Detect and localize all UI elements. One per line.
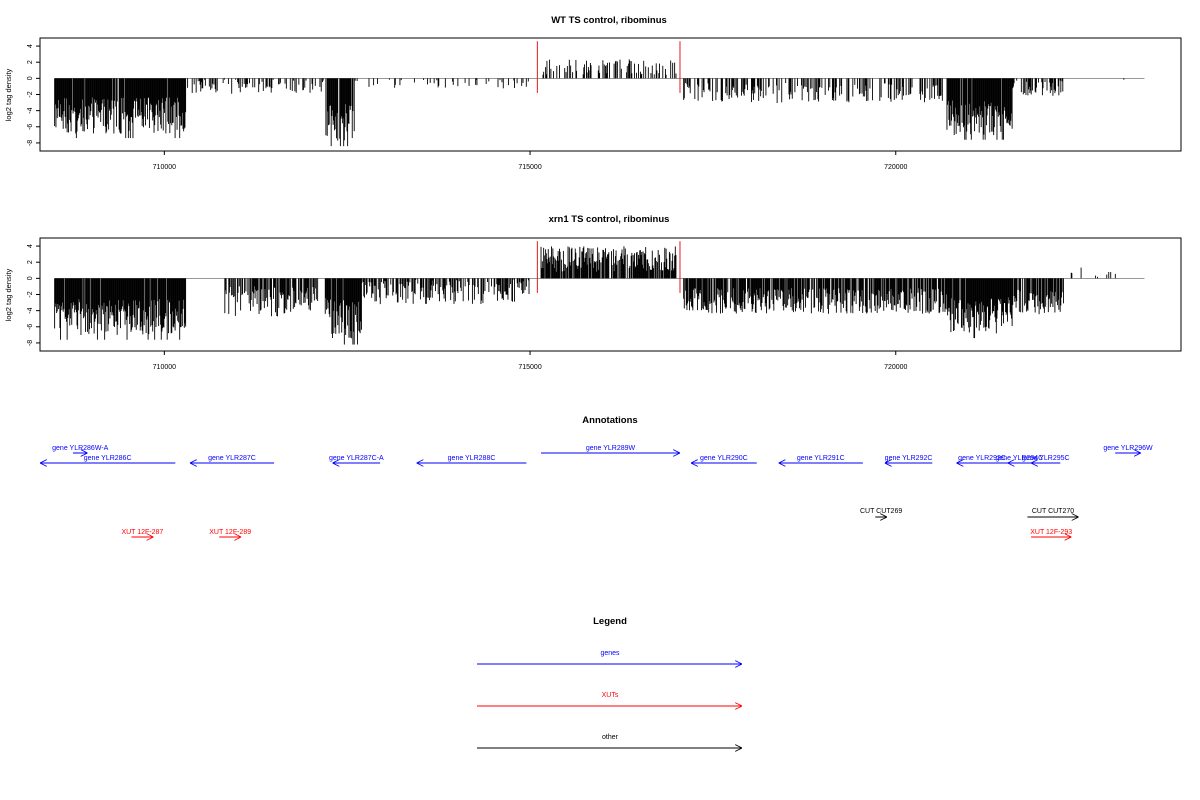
x-tick-label: 710000	[153, 364, 176, 371]
annotation-label: gene YLR286C	[84, 455, 132, 462]
y-ticks: -8 -6 -4 -2 0 2 4	[27, 44, 40, 146]
y-axis-label: log2 tag density	[4, 268, 13, 321]
y-tick-label: 4	[27, 44, 34, 48]
y-tick-label: -8	[27, 140, 34, 146]
annotation-label: gene YLR287C	[208, 455, 256, 462]
legend-title: Legend	[593, 616, 627, 627]
annotation-label: CUT CUT270	[1032, 508, 1074, 515]
y-tick-label: 2	[27, 60, 34, 64]
x-tick-label: 720000	[884, 364, 907, 371]
bars-group	[54, 241, 1145, 345]
annotation-label: XUT 12F-287	[121, 529, 163, 536]
y-tick-label: 4	[27, 244, 34, 248]
annotations-title: Annotations	[582, 415, 637, 426]
annotation-label: gene YLR291C	[797, 455, 845, 462]
legend-label: XUTs	[602, 692, 619, 699]
annotation-label: gene YLR293C	[958, 455, 1006, 462]
y-tick-label: 0	[27, 276, 34, 280]
annotation-label: gene YLR295C	[1022, 455, 1070, 462]
bars-group	[54, 41, 1145, 147]
annotation-label: gene YLR294C	[995, 455, 1043, 462]
y-tick-label: -4	[27, 307, 34, 313]
annotation-features: gene YLR286W-A gene YLR286C gene YLR287C ge…	[40, 445, 1153, 537]
panel-title: WT TS control, ribominus	[551, 15, 667, 26]
annotation-label: gene YLR286W-A	[52, 445, 108, 452]
y-tick-label: -6	[27, 324, 34, 330]
legend-label: genes	[600, 650, 620, 657]
annotation-label: gene YLR292C	[885, 455, 933, 462]
y-axis-label: log2 tag density	[4, 68, 13, 121]
panel-title: xrn1 TS control, ribominus	[549, 214, 670, 225]
annotation-label: CUT CUT269	[860, 508, 902, 515]
panel-xrn1: xrn1 TS control, ribominus log2 tag dens…	[4, 214, 1182, 371]
legend-items: genes XUTs other	[477, 650, 742, 748]
x-tick-label: 720000	[884, 164, 907, 171]
annotation-label: gene YLR288C	[448, 455, 496, 462]
panel-wt: WT TS control, ribominus log2 tag densit…	[4, 15, 1182, 171]
x-tick-label: 715000	[518, 164, 541, 171]
y-tick-label: -6	[27, 124, 34, 130]
y-ticks: -8 -6 -4 -2 0 2 4	[27, 244, 40, 346]
x-tick-label: 710000	[153, 164, 176, 171]
annotation-label: gene YLR287C-A	[329, 455, 384, 462]
legend: Legend genes XUTs other	[477, 616, 742, 748]
y-tick-label: -4	[27, 107, 34, 113]
y-tick-label: 0	[27, 76, 34, 80]
x-ticks: 710000 715000 720000	[153, 351, 908, 371]
x-tick-label: 715000	[518, 364, 541, 371]
y-tick-label: -8	[27, 340, 34, 346]
annotation-label: gene YLR289W	[586, 445, 636, 452]
x-ticks: 710000 715000 720000	[153, 151, 908, 171]
annotation-label: gene YLR290C	[700, 455, 748, 462]
annotation-label: XUT 12F-293	[1030, 529, 1072, 536]
legend-label: other	[602, 734, 619, 741]
y-tick-label: -2	[27, 91, 34, 97]
y-tick-label: 2	[27, 260, 34, 264]
annotation-label: gene YLR296W	[1103, 445, 1153, 452]
annotation-label: XUT 12F-289	[209, 529, 251, 536]
y-tick-label: -2	[27, 291, 34, 297]
